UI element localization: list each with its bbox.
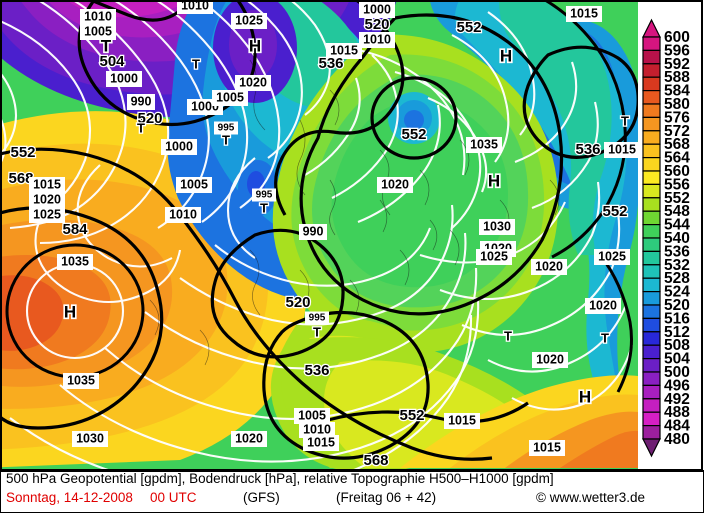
svg-text:1015: 1015 [448,413,476,427]
svg-text:520: 520 [364,16,389,33]
svg-text:1005: 1005 [298,408,326,422]
svg-text:536: 536 [304,362,329,379]
svg-text:1020: 1020 [535,259,563,273]
svg-text:T: T [192,56,200,71]
svg-text:T: T [313,324,321,339]
svg-text:1035: 1035 [61,254,89,268]
svg-text:1025: 1025 [480,249,508,263]
svg-text:1010: 1010 [363,32,391,46]
svg-text:1000: 1000 [165,139,193,153]
svg-text:H: H [64,302,76,321]
svg-text:536: 536 [575,141,600,158]
svg-text:552: 552 [10,144,35,161]
svg-text:H: H [249,36,261,55]
svg-text:T: T [260,200,268,215]
svg-text:1035: 1035 [470,137,498,151]
svg-text:1020: 1020 [381,177,409,191]
svg-text:520: 520 [285,294,310,311]
svg-text:1030: 1030 [483,219,511,233]
svg-text:1020: 1020 [589,298,617,312]
svg-text:1020: 1020 [536,352,564,366]
svg-text:T: T [601,330,609,345]
svg-text:990: 990 [303,224,324,238]
svg-text:T: T [621,113,629,128]
svg-text:1000: 1000 [110,71,138,85]
svg-text:1000: 1000 [363,2,391,16]
svg-text:504: 504 [99,53,125,70]
svg-text:995: 995 [256,190,273,201]
svg-text:1015: 1015 [307,435,335,449]
svg-text:480: 480 [664,431,690,448]
svg-text:568: 568 [363,452,388,469]
svg-text:1015: 1015 [533,440,561,454]
svg-text:1015: 1015 [608,142,636,156]
svg-text:1025: 1025 [235,13,263,27]
svg-text:(Freitag 06 + 42): (Freitag 06 + 42) [336,490,436,505]
svg-text:1010: 1010 [84,9,112,23]
svg-text:536: 536 [318,55,343,72]
svg-text:1015: 1015 [33,177,61,191]
svg-text:1020: 1020 [239,75,267,89]
svg-text:H: H [488,171,500,190]
svg-text:584: 584 [62,221,88,238]
svg-text:1010: 1010 [303,422,331,436]
svg-text:552: 552 [401,126,426,143]
svg-text:© www.wetter3.de: © www.wetter3.de [536,490,645,505]
svg-text:1030: 1030 [76,431,104,445]
svg-text:990: 990 [131,94,152,108]
svg-text:552: 552 [456,19,481,36]
svg-text:1020: 1020 [33,192,61,206]
svg-text:1025: 1025 [33,207,61,221]
svg-text:995: 995 [309,313,326,324]
svg-text:1005: 1005 [180,177,208,191]
svg-text:552: 552 [602,203,627,220]
svg-text:H: H [579,387,591,406]
svg-text:1015: 1015 [570,6,598,20]
svg-text:1005: 1005 [216,90,244,104]
svg-text:500 hPa Geopotential [gpdm], B: 500 hPa Geopotential [gpdm], Bodendruck … [6,471,554,486]
svg-text:T: T [222,132,230,147]
svg-text:995: 995 [218,123,235,134]
svg-text:1010: 1010 [169,207,197,221]
svg-text:552: 552 [399,407,424,424]
svg-text:Sonntag, 14-12-2008: Sonntag, 14-12-2008 [6,490,133,505]
svg-text:1025: 1025 [598,249,626,263]
svg-text:1035: 1035 [67,373,95,387]
svg-text:T: T [137,120,145,135]
svg-text:H: H [500,46,512,65]
svg-text:T: T [504,328,512,343]
svg-text:(GFS): (GFS) [243,490,280,505]
svg-text:1020: 1020 [235,431,263,445]
svg-text:00 UTC: 00 UTC [150,490,197,505]
